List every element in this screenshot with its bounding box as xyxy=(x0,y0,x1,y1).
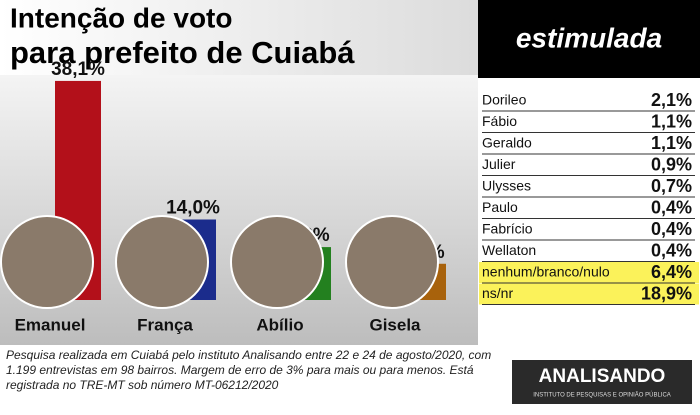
row-name: nenhum/branco/nulo xyxy=(482,264,610,280)
row-value: 18,9% xyxy=(641,283,692,303)
marks: 38,1%Emanuel14,0%França9,2%Abílio6,3%Gis… xyxy=(0,59,699,334)
tag: estimulada xyxy=(516,22,662,53)
row-name: Julier xyxy=(482,156,516,172)
row-value: 2,1% xyxy=(651,90,692,110)
row-name: ns/nr xyxy=(482,285,513,301)
candidate-photo xyxy=(345,215,439,309)
row-highlight xyxy=(479,283,699,305)
logo-subtitle: INSTITUTO DE PESQUISAS E OPINIÃO PÚBLICA xyxy=(533,392,671,399)
candidate-name: Gisela xyxy=(369,315,421,334)
candidate-photo xyxy=(115,215,209,309)
row-name: Dorileo xyxy=(482,92,527,108)
candidate-name: Emanuel xyxy=(15,315,86,334)
row-value: 0,4% xyxy=(651,219,692,239)
row-name: Wellaton xyxy=(482,242,536,258)
value-label: 38,1% xyxy=(51,59,105,80)
row-value: 1,1% xyxy=(651,133,692,153)
logo-name: ANALISANDO xyxy=(539,366,666,387)
row-name: Fabrício xyxy=(482,221,533,237)
tag-bg xyxy=(478,0,700,78)
row-name: Paulo xyxy=(482,199,518,215)
row-value: 6,4% xyxy=(651,262,692,282)
value-label: 14,0% xyxy=(166,198,220,219)
row-name: Geraldo xyxy=(482,135,532,151)
row-value: 0,7% xyxy=(651,176,692,196)
candidate-photo xyxy=(230,215,324,309)
candidate-name: Abílio xyxy=(256,315,303,334)
row-value: 1,1% xyxy=(651,111,692,131)
row-highlight xyxy=(479,262,699,283)
row-name: Fábio xyxy=(482,113,517,129)
title-line: para prefeito de Cuiabá xyxy=(10,35,355,70)
row-value: 0,4% xyxy=(651,240,692,260)
row-value: 0,4% xyxy=(651,197,692,217)
logo-bg xyxy=(512,360,692,404)
row-name: Ulysses xyxy=(482,178,531,194)
title-line: Intenção de voto xyxy=(10,2,232,33)
row-value: 0,9% xyxy=(651,154,692,174)
footnote-box: Pesquisa realizada em Cuiabá pelo instit… xyxy=(6,348,492,392)
candidate-name: França xyxy=(137,315,193,334)
title-bg xyxy=(0,0,478,75)
candidate-photo xyxy=(0,215,94,309)
footnote: Pesquisa realizada em Cuiabá pelo instit… xyxy=(6,348,492,392)
